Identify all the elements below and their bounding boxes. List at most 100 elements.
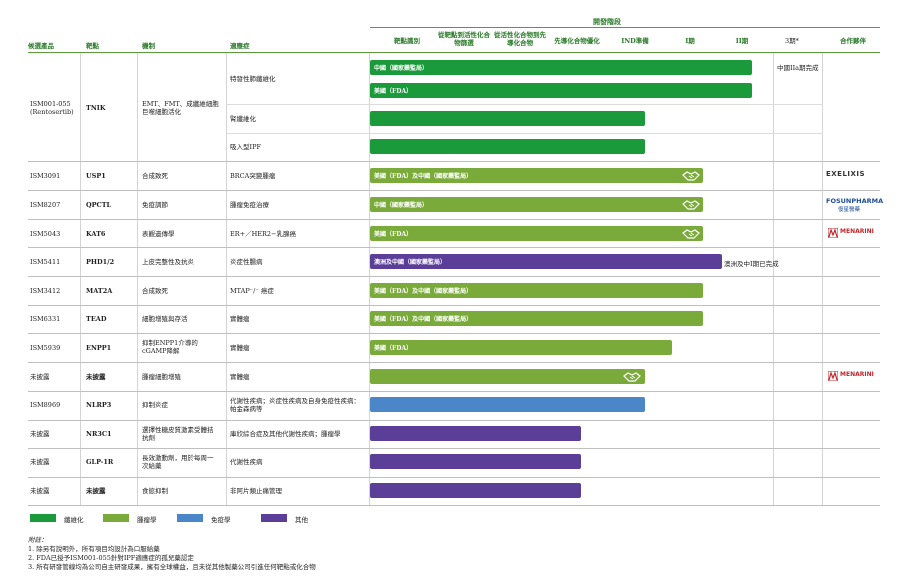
mechanism-text: 合成致死 [142,172,168,180]
target-name: ENPP1 [86,344,112,352]
candidate-name: ISM6331 [30,315,61,323]
mechanism-text: 合成致死 [142,287,168,295]
footnote-title: 附註： [28,536,48,544]
progress-bar: 美國（FDA）及中國（國家藥監局） [370,311,703,326]
mechanism-text: 上皮完整性及抗炎 [142,258,194,266]
target-name: NLRP3 [86,401,112,409]
target-name: MAT2A [86,287,113,295]
target-name: USP1 [86,172,106,180]
footnote-line: 3. 所有研發管線均為公司自主研發成果，擁有全球權益，且未從其他製藥公司引進任何… [28,563,316,571]
target-name: TNIK [86,104,106,112]
candidate-name: ISM001-055 (Rentosertib) [30,100,74,116]
partner-logo: MENARINI [840,228,874,235]
legend-swatch-other [261,514,287,522]
target-name: QPCTL [86,201,112,209]
target-name: PHD1/2 [86,258,115,266]
menarini-logo-icon [828,371,838,381]
progress-bar [370,426,581,441]
mechanism-text: EMT、FMT、成纖維細胞巨噬細胞活化 [142,100,219,116]
candidate-name: ISM5939 [30,344,61,352]
indication-text: 實體瘤 [230,344,250,352]
indication-text: 腫瘤免疫治療 [230,201,269,209]
mechanism-text: 抑制ENPP1介導的cGAMP降解 [142,339,198,355]
legend-label: 免疫學 [211,516,231,524]
handshake-icon [682,229,700,239]
progress-bar: 中國（國家藥監局） [370,197,703,212]
mechanism-text: 抑制炎症 [142,401,168,409]
indication-text: 實體瘤 [230,315,250,323]
target-name: 未披露 [86,373,106,381]
target-name: NR3C1 [86,430,112,438]
phase-group-title: 開發階段 [593,17,621,26]
header-candidate: 候選產品 [28,42,54,50]
progress-bar [370,369,645,384]
mechanism-text: 食慾抑制 [142,487,168,495]
mechanism-text: 表觀遺傳學 [142,230,175,238]
target-name: 未披露 [86,487,106,495]
candidate-name: ISM8207 [30,201,61,209]
handshake-icon [682,200,700,210]
menarini-logo-icon [828,228,838,238]
progress-bar [370,397,645,412]
indication-text: 特發性肺纖維化 [230,75,276,83]
partner-logo-sub: 復星醫藥 [838,207,861,213]
mechanism-text: 細胞增殖與存活 [142,315,188,323]
indication-text: 腎纖維化 [230,115,256,123]
candidate-name: ISM8969 [30,401,61,409]
candidate-name: 未披露 [30,373,50,381]
handshake-icon [623,372,641,382]
progress-bar [370,483,581,498]
legend-swatch-fibrosis [30,514,56,522]
progress-bar: 美國（FDA） [370,83,752,98]
indication-text: 吸入型IPF [230,143,261,151]
indication-text: 炎症性腸病 [230,258,263,266]
progress-bar: 美國（FDA） [370,340,672,355]
candidate-name: 未披露 [30,430,50,438]
target-name: GLP-1R [86,458,114,466]
header-phase-8: 3期* [785,37,799,45]
candidate-name: ISM3412 [30,287,61,295]
partner-logo: EXELIXIS [826,170,866,178]
header-phase-5: IND準備 [621,37,649,45]
progress-bar [370,111,645,126]
handshake-icon [682,171,700,181]
legend-swatch-oncology [103,514,129,522]
progress-bar [370,139,645,154]
stage-note: 澳洲及中I期已完成 [724,260,779,268]
header-phase-7: II期 [735,37,749,45]
header-indication: 適應症 [230,42,250,50]
progress-bar [370,454,581,469]
progress-bar: 美國（FDA）及中國（國家藥監局） [370,283,703,298]
footnote-line: 2. FDA已授予ISM001-055針對IPF適應症的孤兒藥認定 [28,554,194,562]
header-phase-1: 靶點識別 [394,37,420,45]
mechanism-text: 選擇性糖皮質激素受體拮抗劑 [142,426,214,442]
progress-bar: 美國（FDA）及中國（國家藥監局） [370,168,703,183]
indication-text: 代謝性疾病；炎症性疾病及自身免疫性疾病：帕金森病等 [230,397,360,413]
indication-text: MTAP⁻/⁻ 癌症 [230,287,274,295]
indication-text: 代謝性疾病 [230,458,263,466]
legend-label: 纖維化 [64,516,84,524]
indication-text: BRCA突變腫瘤 [230,172,276,180]
indication-text: 非阿片類止痛管理 [230,487,282,495]
header-phase-3: 從活性化合物到先導化合物 [494,31,546,47]
candidate-name: ISM3091 [30,172,61,180]
progress-bar: 澳洲及中國（國家藥監局） [370,254,722,269]
stage-note: 中國IIa期完成 [777,64,819,72]
indication-text: 實體瘤 [230,373,250,381]
indication-text: ER+／HER2−乳腺癌 [230,230,296,238]
mechanism-text: 腫瘤細胞增殖 [142,373,181,381]
legend-label: 腫瘤學 [137,516,157,524]
candidate-name: 未披露 [30,458,50,466]
header-phase-6: I期 [685,37,695,45]
progress-bar: 中國（國家藥監局） [370,60,752,75]
legend-swatch-immunology [177,514,203,522]
header-mechanism: 機制 [142,42,155,50]
candidate-name: ISM5411 [30,258,61,266]
header-target: 靶點 [86,42,99,50]
partner-logo: FOSUNPHARMA [826,197,884,205]
target-name: TEAD [86,315,107,323]
header-phase-2: 從靶點到活性化合物篩選 [438,31,490,47]
header-partner: 合作夥伴 [840,37,866,45]
mechanism-text: 長效激動劑，用於每周一次給藥 [142,454,214,470]
legend-label: 其他 [295,516,308,524]
